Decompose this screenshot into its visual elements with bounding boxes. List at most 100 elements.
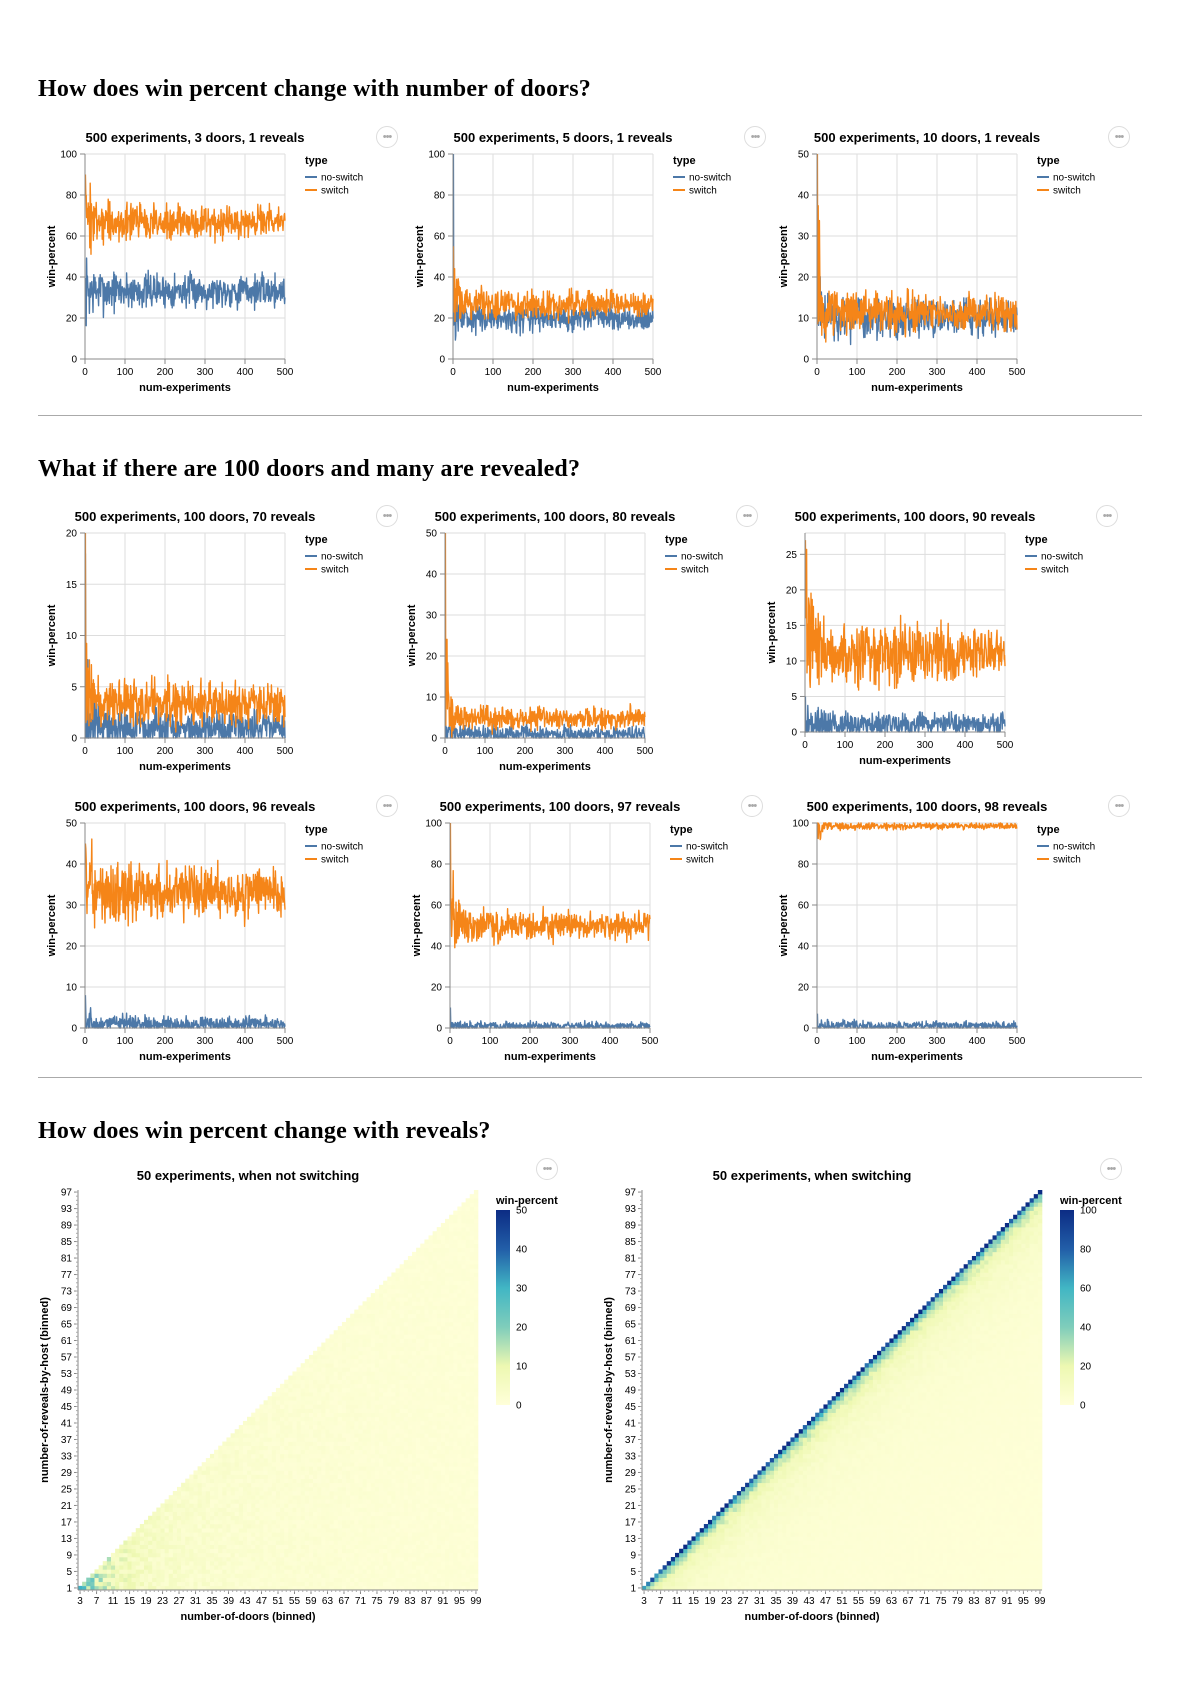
heatmap-cell: [374, 1383, 380, 1389]
heatmap-cell: [428, 1573, 433, 1578]
heatmap-cell: [432, 1495, 438, 1500]
chart-menu-button[interactable]: •••: [1108, 795, 1130, 817]
heatmap-cell: [86, 1585, 91, 1591]
heatmap-cell: [457, 1499, 462, 1504]
heatmap-cell: [465, 1404, 471, 1409]
heatmap-cell: [465, 1503, 471, 1508]
heatmap-cell: [127, 1536, 132, 1541]
heatmap-cell: [420, 1387, 425, 1393]
heatmap-cell: [424, 1346, 429, 1352]
heatmap-cell: [337, 1561, 343, 1566]
heatmap-cell: [403, 1429, 409, 1434]
heatmap-cell: [247, 1565, 252, 1570]
heatmap-cell: [391, 1354, 396, 1360]
chart-menu-button[interactable]: •••: [376, 795, 398, 817]
heatmap-cell: [201, 1569, 207, 1574]
heatmap-cell: [230, 1499, 235, 1504]
heatmap-cell: [201, 1515, 207, 1521]
heatmap-cell: [197, 1507, 203, 1512]
heatmap-cell: [436, 1227, 442, 1232]
heatmap-cell: [358, 1350, 363, 1356]
heatmap-cell: [395, 1272, 400, 1277]
legend-title: type: [1037, 155, 1060, 167]
heatmap-cell: [416, 1441, 421, 1446]
heatmap-cell: [337, 1445, 343, 1451]
heatmap-cell: [358, 1499, 363, 1504]
heatmap-cell: [333, 1346, 339, 1352]
heatmap-cell: [284, 1437, 289, 1442]
heatmap-cell: [259, 1482, 264, 1488]
x-tick-label: 100: [117, 367, 134, 378]
heatmap-cell: [325, 1552, 330, 1558]
heatmap-cell: [407, 1420, 413, 1426]
heatmap-cell: [255, 1503, 260, 1508]
heatmap-cell: [407, 1462, 413, 1467]
heatmap-cell: [329, 1486, 334, 1492]
heatmap-cell: [395, 1293, 400, 1298]
heatmap-cell: [436, 1346, 442, 1352]
heatmap-cell: [143, 1585, 149, 1591]
heatmap-cell: [284, 1519, 289, 1525]
heatmap-cell: [337, 1429, 343, 1434]
heatmap-cell: [325, 1536, 330, 1541]
chart-menu-button[interactable]: •••: [736, 505, 758, 527]
heatmap-cell: [189, 1482, 194, 1488]
heatmap-cell: [313, 1478, 318, 1484]
heatmap-cell: [399, 1408, 405, 1413]
heatmap-cell: [412, 1569, 417, 1574]
chart-menu-button[interactable]: •••: [744, 126, 766, 148]
heatmap-cell: [387, 1313, 392, 1319]
heatmap-cell: [321, 1573, 326, 1578]
heatmap-cell: [420, 1449, 425, 1455]
heatmap-cell: [242, 1470, 248, 1475]
series-line-no-switch: [804, 696, 1006, 733]
heatmap-cell: [267, 1569, 273, 1574]
heatmap-cell: [288, 1437, 293, 1442]
chart-menu-button[interactable]: •••: [376, 505, 398, 527]
heatmap-cell: [383, 1420, 388, 1426]
heatmap-cell: [440, 1243, 446, 1249]
heatmap-cell: [461, 1458, 466, 1463]
heatmap-cell: [395, 1375, 400, 1380]
heatmap-cell: [333, 1334, 339, 1339]
legend-label: switch: [1053, 855, 1081, 866]
chart-title: 50 experiments, when not switching: [137, 1168, 360, 1183]
heatmap-cell: [259, 1425, 264, 1430]
heatmap-cell: [403, 1470, 409, 1475]
heatmap-cell: [453, 1276, 458, 1282]
heatmap-cell: [465, 1548, 471, 1554]
heatmap-cell: [403, 1557, 409, 1562]
heatmap-cell: [247, 1491, 252, 1496]
heatmap-cell: [362, 1416, 367, 1422]
heatmap-cell: [416, 1536, 421, 1541]
heatmap-cell: [461, 1396, 466, 1401]
heatmap-cell: [218, 1458, 223, 1463]
heatmap-cell: [383, 1453, 388, 1459]
heatmap-cell: [407, 1392, 413, 1397]
y-tick-label: 0: [431, 734, 437, 745]
heatmap-cell: [461, 1420, 466, 1426]
heatmap-cell: [354, 1387, 359, 1393]
heatmap-cell: [226, 1437, 231, 1442]
heatmap-cell: [131, 1585, 137, 1591]
heatmap-cell: [445, 1375, 450, 1380]
heatmap-cell: [445, 1462, 450, 1467]
heatmap-cell: [399, 1367, 405, 1372]
heatmap-cell: [313, 1359, 318, 1364]
heatmap-cell: [148, 1532, 153, 1537]
chart-menu-button[interactable]: •••: [1096, 505, 1118, 527]
heatmap-cell: [436, 1420, 442, 1426]
heatmap-cell: [308, 1437, 314, 1442]
heatmap-cell: [176, 1511, 182, 1517]
heatmap-cell: [399, 1449, 405, 1455]
heatmap-cell: [317, 1585, 322, 1591]
chart-menu-button[interactable]: •••: [376, 126, 398, 148]
heatmap-cell: [387, 1363, 392, 1368]
chart-menu-button[interactable]: •••: [741, 795, 763, 817]
chart-menu-button[interactable]: •••: [1108, 126, 1130, 148]
heatmap-cell: [391, 1482, 396, 1488]
heatmap-cell: [391, 1561, 396, 1566]
heatmap-cell: [346, 1511, 351, 1517]
heatmap-cell: [148, 1581, 153, 1587]
